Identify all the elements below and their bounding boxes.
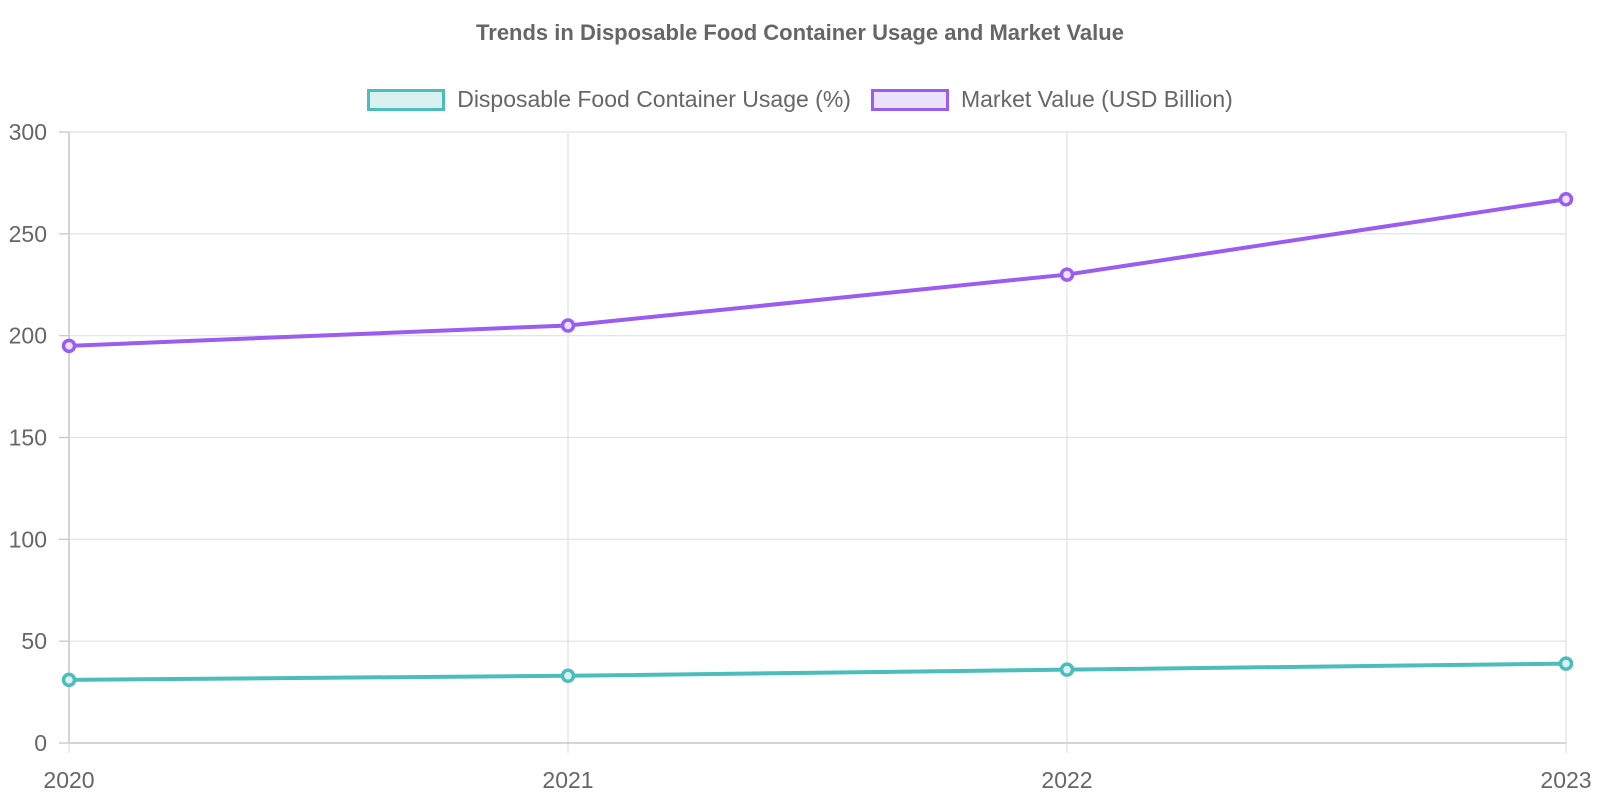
legend-item-market-value[interactable]: Market Value (USD Billion) [870, 86, 1233, 113]
y-tick-label-0: 0 [34, 730, 47, 756]
legend-label-market-value: Market Value (USD Billion) [960, 86, 1233, 112]
data-point-0-2022 [1059, 662, 1075, 677]
data-point-1-2023 [1558, 191, 1574, 207]
x-tick-label-2023: 2023 [1540, 767, 1591, 793]
series-line-1 [67, 197, 1568, 348]
data-point-0-2023 [1558, 656, 1574, 671]
y-tick-label-250: 250 [9, 221, 47, 247]
data-point-1-2021 [560, 318, 576, 333]
legend-item-usage[interactable]: Disposable Food Container Usage (%) [367, 86, 851, 113]
x-tick-label-2022: 2022 [1041, 767, 1092, 793]
y-tick-label-50: 50 [21, 628, 47, 654]
data-point-1-2020 [61, 338, 77, 354]
legend-label-usage: Disposable Food Container Usage (%) [457, 86, 851, 112]
y-tick-label-100: 100 [9, 526, 47, 552]
data-point-1-2022 [1059, 267, 1075, 282]
legend-swatch-usage [367, 88, 446, 111]
legend-swatch-market-value [870, 88, 949, 111]
x-tick-label-2021: 2021 [542, 767, 593, 793]
data-point-0-2021 [560, 668, 576, 684]
y-tick-label-200: 200 [9, 323, 47, 349]
x-tick-label-2020: 2020 [43, 767, 94, 793]
series-line-0 [67, 661, 1568, 682]
y-tick-label-150: 150 [9, 425, 47, 451]
data-point-0-2020 [61, 672, 77, 688]
chart-title: Trends in Disposable Food Container Usag… [476, 20, 1124, 45]
legend: Disposable Food Container Usage (%) Mark… [0, 86, 1600, 113]
y-tick-label-300: 300 [9, 119, 47, 145]
